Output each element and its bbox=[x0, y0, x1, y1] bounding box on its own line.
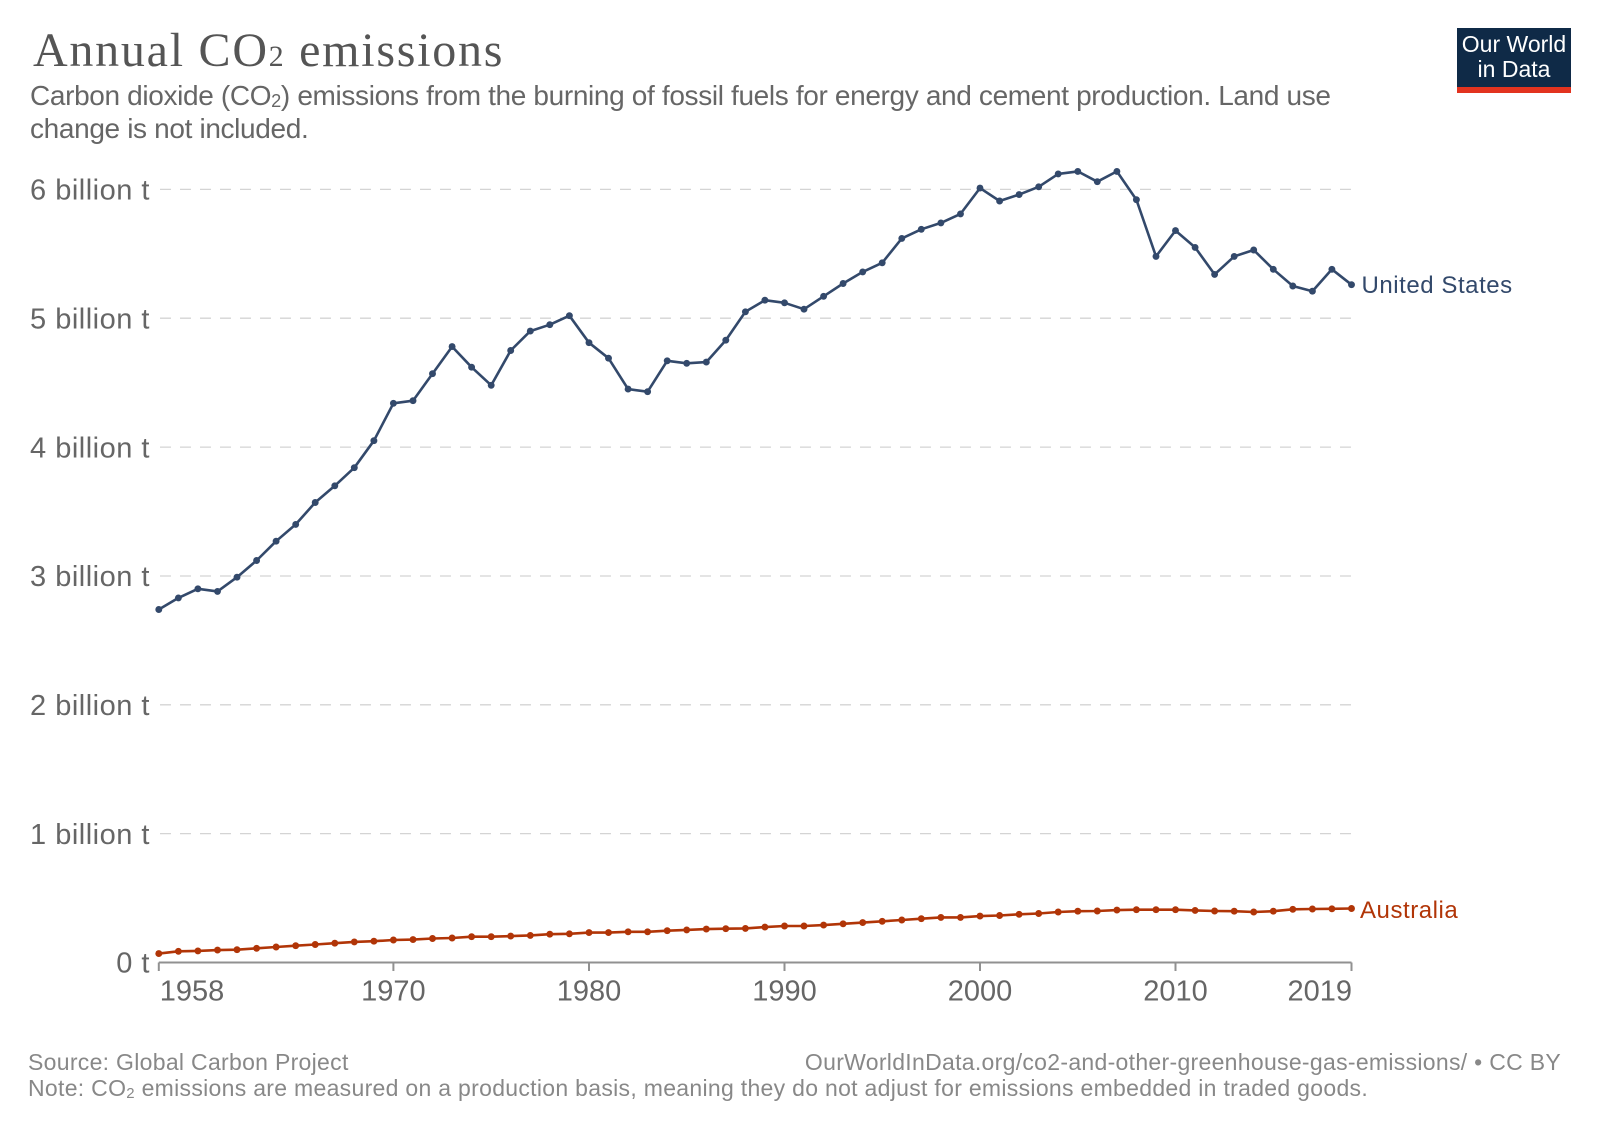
svg-text:2010: 2010 bbox=[1143, 976, 1208, 1008]
svg-text:1 billion t: 1 billion t bbox=[30, 819, 150, 851]
svg-text:6 billion t: 6 billion t bbox=[30, 175, 150, 207]
svg-text:0 t: 0 t bbox=[116, 948, 150, 980]
svg-text:4 billion t: 4 billion t bbox=[30, 432, 150, 464]
svg-text:3 billion t: 3 billion t bbox=[30, 561, 150, 593]
svg-text:Australia: Australia bbox=[1360, 897, 1458, 924]
svg-text:1980: 1980 bbox=[557, 976, 622, 1008]
svg-text:1990: 1990 bbox=[752, 976, 817, 1008]
svg-text:United States: United States bbox=[1362, 272, 1513, 299]
svg-text:1970: 1970 bbox=[361, 976, 426, 1008]
svg-text:2019: 2019 bbox=[1287, 976, 1352, 1008]
svg-text:2 billion t: 2 billion t bbox=[30, 690, 150, 722]
svg-text:2000: 2000 bbox=[948, 976, 1013, 1008]
svg-text:1958: 1958 bbox=[160, 976, 225, 1008]
svg-text:5 billion t: 5 billion t bbox=[30, 303, 150, 335]
